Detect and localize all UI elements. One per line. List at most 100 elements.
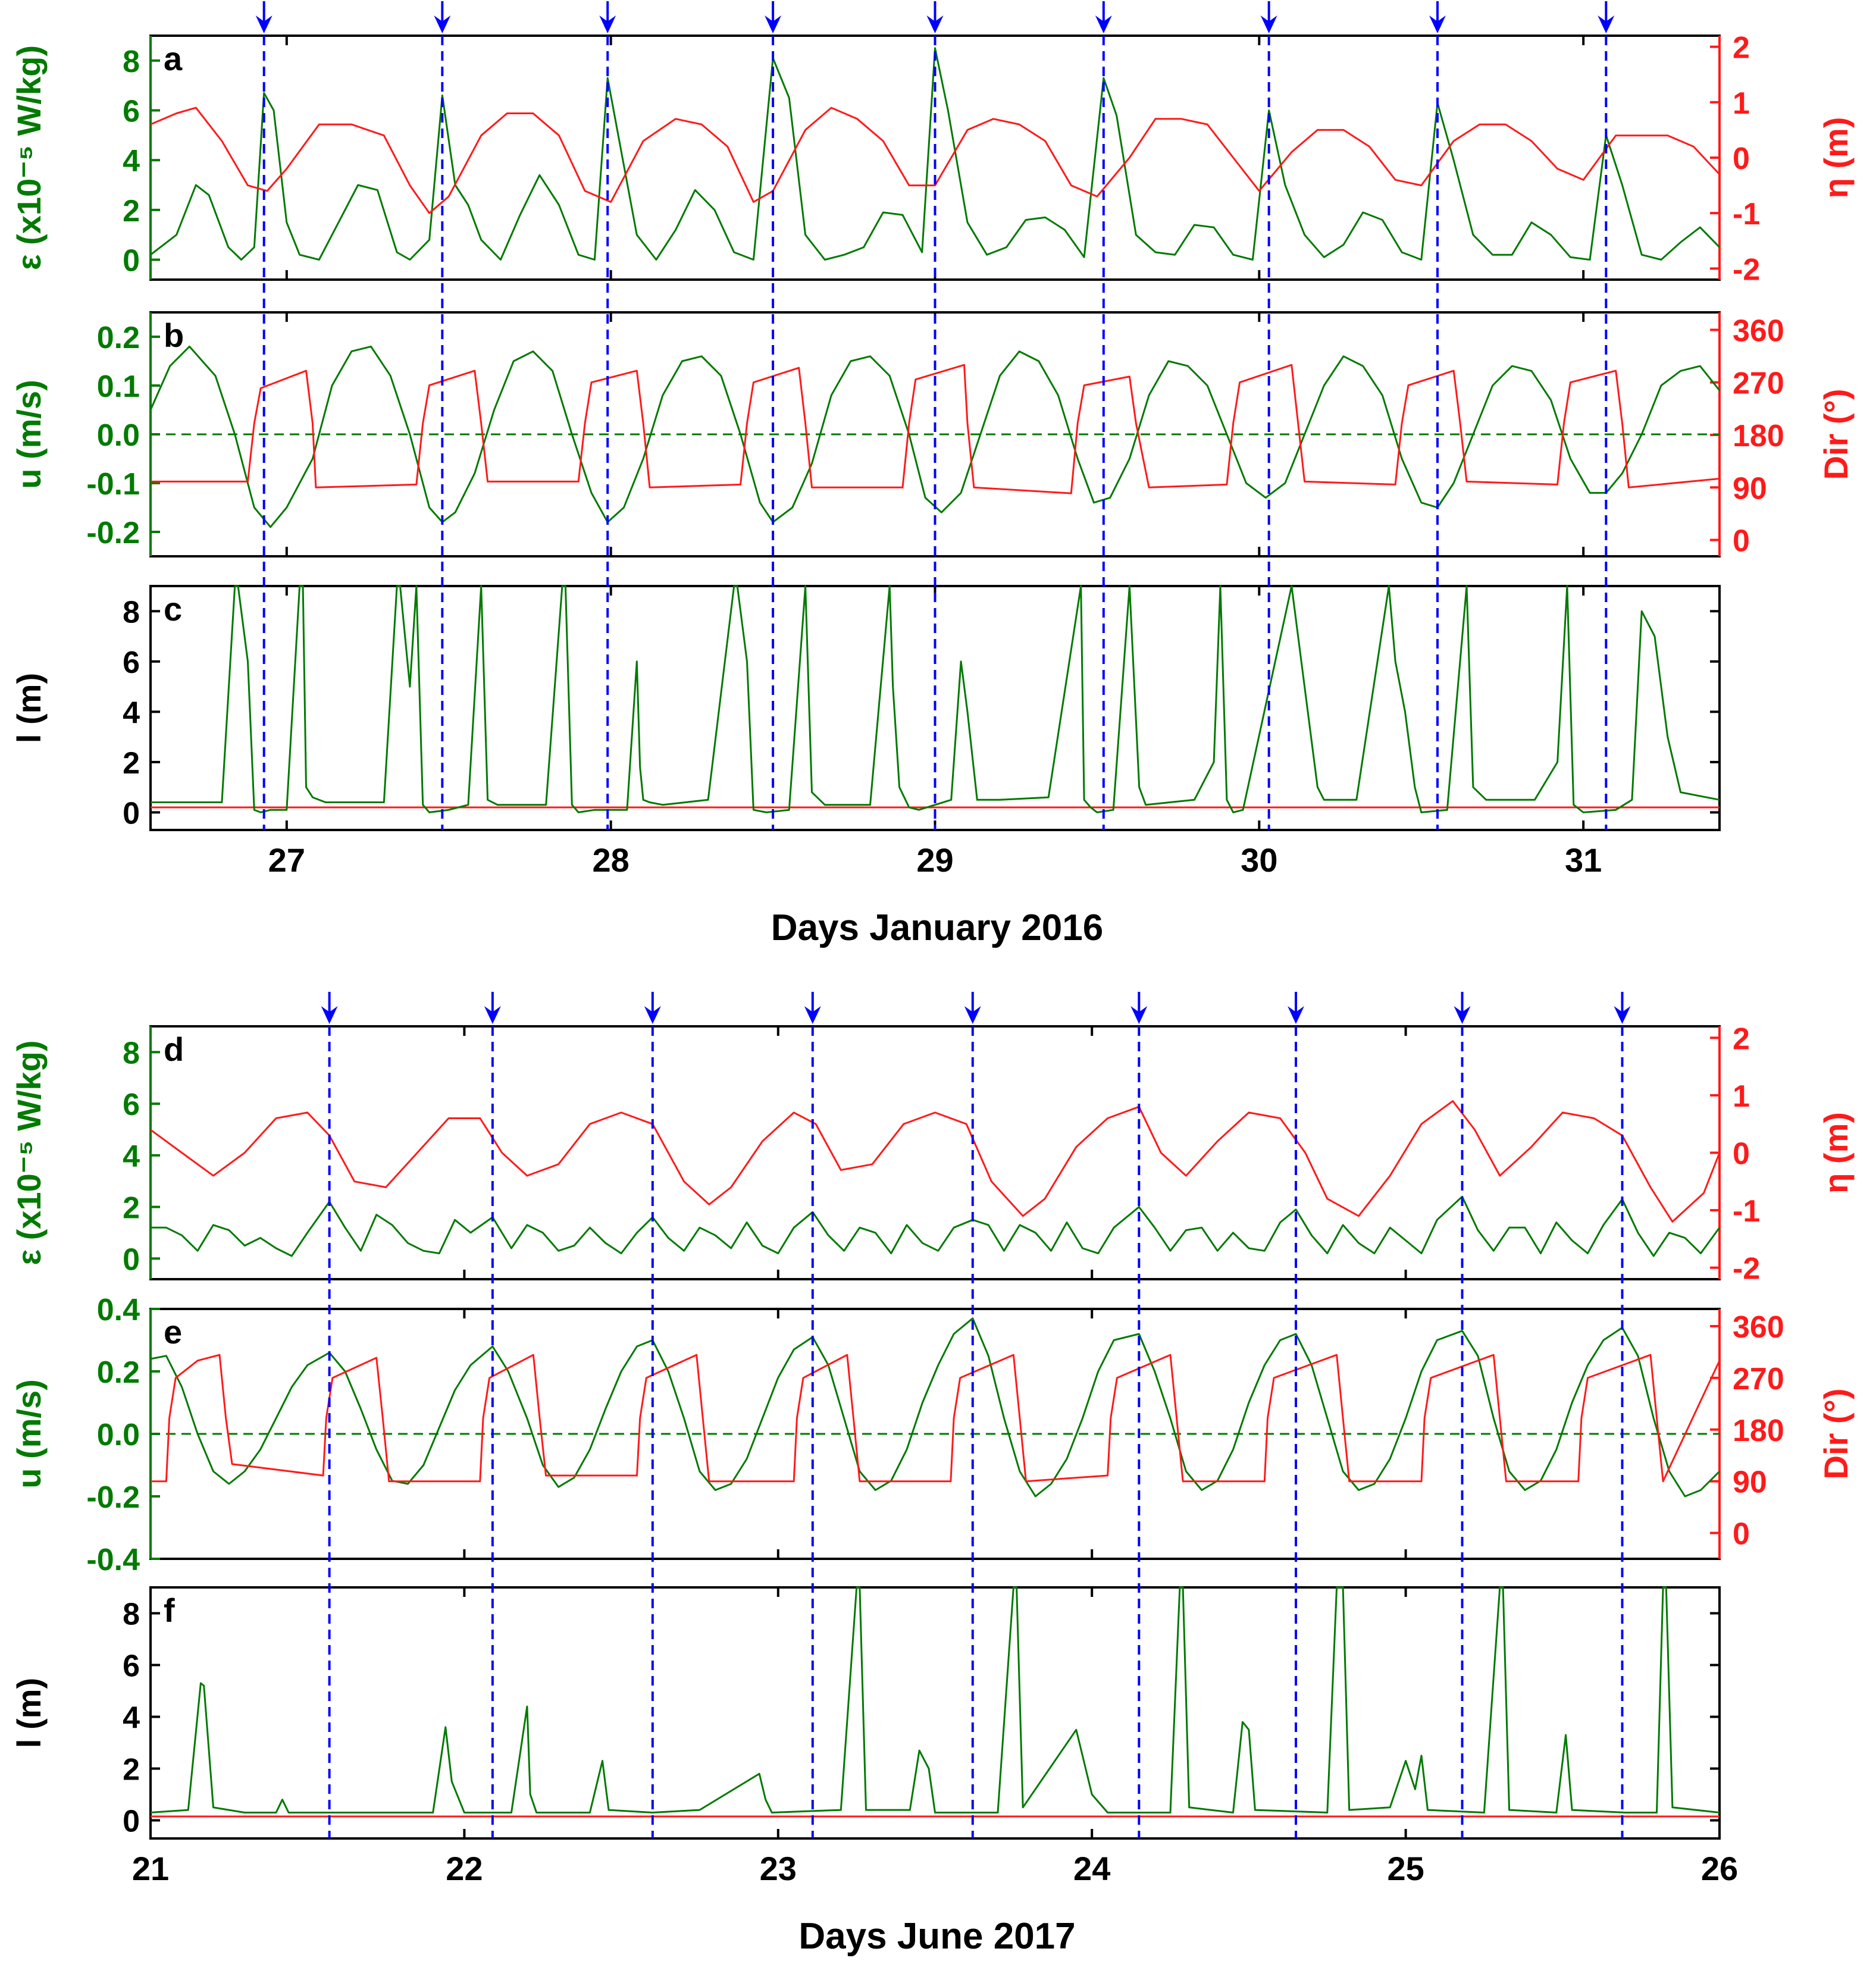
y-tick-label-left: -0.1 (86, 467, 140, 502)
y-tick-label-left: -0.2 (86, 1480, 140, 1515)
x-tick-label: 31 (1565, 841, 1602, 879)
series-line-left (150, 1317, 1721, 1498)
event-markers-bottom (321, 992, 1631, 1838)
y-tick-label-left: 0.4 (97, 1293, 140, 1327)
y-tick-label-left: 0 (123, 244, 140, 278)
y-tick-label-right: 270 (1733, 1362, 1784, 1396)
y-tick-label-right: 90 (1733, 471, 1767, 506)
y-axis-label-right: Dir (°) (1817, 1388, 1855, 1479)
event-arrow-head (255, 15, 273, 33)
panel-letter: b (164, 317, 184, 354)
y-tick-label-left: -0.2 (86, 516, 140, 550)
y-tick-label-right: 0 (1733, 1137, 1750, 1171)
axes-frame-d (149, 1025, 1721, 1280)
y-tick-label-right: 0 (1733, 142, 1750, 176)
series-line-right (151, 1354, 1721, 1483)
event-arrow-head (765, 15, 782, 33)
x-tick-label: 30 (1241, 841, 1277, 879)
y-tick-label-right: -1 (1733, 1194, 1760, 1229)
x-tick-label: 28 (593, 841, 629, 879)
series-line-left (150, 47, 1721, 261)
event-arrow-head (926, 15, 944, 33)
event-arrow-head (804, 1006, 821, 1024)
panel-e: -0.4 -0.2 0.0 0.2 0.4 u (m/s) 0 90 180 270 360 Dir … (10, 1293, 1855, 1577)
y-tick-label-right: 0 (1733, 524, 1750, 559)
panel-a: 0 2 4 6 8 ε (x10⁻⁵ W/kg) -2 -1 0 1 2 η (m) a (10, 31, 1855, 287)
event-arrow-head (1614, 1006, 1631, 1024)
series-line-left (149, 345, 1721, 528)
y-tick-label-right: -1 (1733, 197, 1760, 231)
y-tick-label-left: 0 (123, 1805, 140, 1839)
y-axis-label-left: u (m/s) (10, 380, 48, 489)
event-arrow-head (1429, 15, 1446, 33)
series-line-left (151, 1195, 1721, 1257)
series-line-left (151, 585, 1720, 813)
event-arrow-head (1095, 15, 1112, 33)
event-arrow-head (964, 1006, 981, 1024)
y-tick-label-right: 360 (1733, 314, 1784, 348)
event-arrow-head (599, 15, 616, 33)
panel-letter: f (164, 1592, 175, 1629)
y-tick-label-left: 2 (123, 194, 140, 228)
series-line-right (151, 364, 1720, 494)
y-tick-label-right: 180 (1733, 419, 1784, 453)
x-axis-label-top: Days January 2016 (771, 907, 1103, 948)
y-tick-label-left: 2 (123, 1753, 140, 1787)
x-tick-label: 22 (446, 1850, 483, 1887)
y-tick-label-right: 360 (1733, 1310, 1784, 1345)
event-arrow-head (434, 15, 451, 33)
x-tick-label: 26 (1701, 1850, 1738, 1887)
y-tick-label-left: 0.0 (97, 1418, 140, 1452)
x-tick-label: 24 (1073, 1850, 1110, 1887)
y-tick-label-left: -0.4 (86, 1543, 140, 1577)
event-arrow-head (644, 1006, 661, 1024)
y-axis-label-left: u (m/s) (10, 1379, 48, 1489)
y-tick-label-right: -2 (1733, 252, 1760, 287)
series-line-right (150, 106, 1721, 214)
y-tick-label-left: 8 (123, 45, 140, 79)
event-arrow-head (1454, 1006, 1471, 1024)
panel-letter: d (164, 1030, 184, 1068)
x-tick-label: 23 (760, 1850, 797, 1887)
x-tick-label: 27 (268, 841, 305, 879)
series-line-right (150, 1100, 1721, 1223)
y-tick-label-left: 0 (123, 1242, 140, 1277)
y-tick-label-left: 4 (123, 144, 140, 178)
x-tick-label: 25 (1387, 1850, 1424, 1887)
y-tick-label-left: 0.2 (97, 1355, 140, 1390)
series-line-left (150, 1586, 1720, 1813)
x-tick-label: 21 (132, 1850, 169, 1887)
panel-letter: a (164, 40, 183, 77)
y-tick-label-right: 270 (1733, 367, 1784, 401)
y-axis-label-right: Dir (°) (1817, 389, 1855, 480)
y-tick-label-left: 2 (123, 1191, 140, 1226)
y-tick-label-right: 180 (1733, 1414, 1784, 1448)
event-markers-top (255, 1, 1615, 830)
x-axis-label-bottom: Days June 2017 (798, 1916, 1075, 1957)
x-tick-label: 29 (916, 841, 953, 879)
panel-d: 0 2 4 6 8 ε (x10⁻⁵ W/kg) -2 -1 0 1 2 η (m) d (10, 1022, 1855, 1286)
y-tick-label-right: -2 (1733, 1252, 1760, 1286)
y-tick-label-right: 1 (1733, 1079, 1750, 1114)
y-tick-label-left: 4 (123, 696, 140, 730)
y-tick-label-left: 0.0 (97, 418, 140, 453)
y-tick-label-left: 4 (123, 1701, 140, 1736)
y-tick-label-right: 90 (1733, 1465, 1767, 1500)
panel-c: 27 28 29 30 31 0 2 4 6 8 l (m) c (10, 585, 1721, 879)
y-tick-label-left: 8 (123, 595, 140, 629)
y-tick-label-left: 6 (123, 1088, 140, 1122)
panel-b: -0.2 -0.1 0.0 0.1 0.2 u (m/s) 0 90 180 270 360 Dir … (10, 311, 1855, 559)
y-tick-label-right: 2 (1733, 31, 1750, 65)
y-axis-label-right: η (m) (1817, 117, 1855, 199)
y-tick-label-right: 1 (1733, 86, 1750, 121)
y-tick-label-left: 0.1 (97, 369, 140, 404)
event-arrow-head (321, 1006, 338, 1024)
y-tick-label-left: 0 (123, 796, 140, 831)
y-tick-label-left: 0.2 (97, 321, 140, 355)
y-tick-label-right: 2 (1733, 1022, 1750, 1056)
y-tick-label-left: 6 (123, 95, 140, 129)
y-tick-label-left: 6 (123, 646, 140, 680)
event-arrow-head (1260, 15, 1277, 33)
